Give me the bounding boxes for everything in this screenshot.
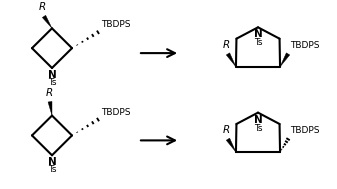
Polygon shape [280, 53, 290, 67]
Text: N: N [48, 157, 56, 167]
Text: N: N [254, 29, 263, 39]
Text: N: N [254, 115, 263, 125]
Text: N: N [48, 70, 56, 80]
Polygon shape [226, 138, 236, 152]
Text: R: R [45, 88, 53, 98]
Text: TBDPS: TBDPS [290, 126, 319, 135]
Text: TBDPS: TBDPS [101, 20, 130, 29]
Text: Ts: Ts [254, 124, 262, 132]
Polygon shape [42, 15, 52, 28]
Text: Ts: Ts [48, 165, 56, 174]
Text: Ts: Ts [48, 78, 56, 87]
Polygon shape [48, 101, 52, 116]
Text: R: R [222, 125, 229, 135]
Text: TBDPS: TBDPS [101, 108, 130, 117]
Text: R: R [38, 2, 45, 12]
Text: Ts: Ts [254, 38, 262, 47]
Text: TBDPS: TBDPS [290, 41, 319, 50]
Polygon shape [226, 53, 236, 67]
Text: R: R [222, 40, 229, 50]
